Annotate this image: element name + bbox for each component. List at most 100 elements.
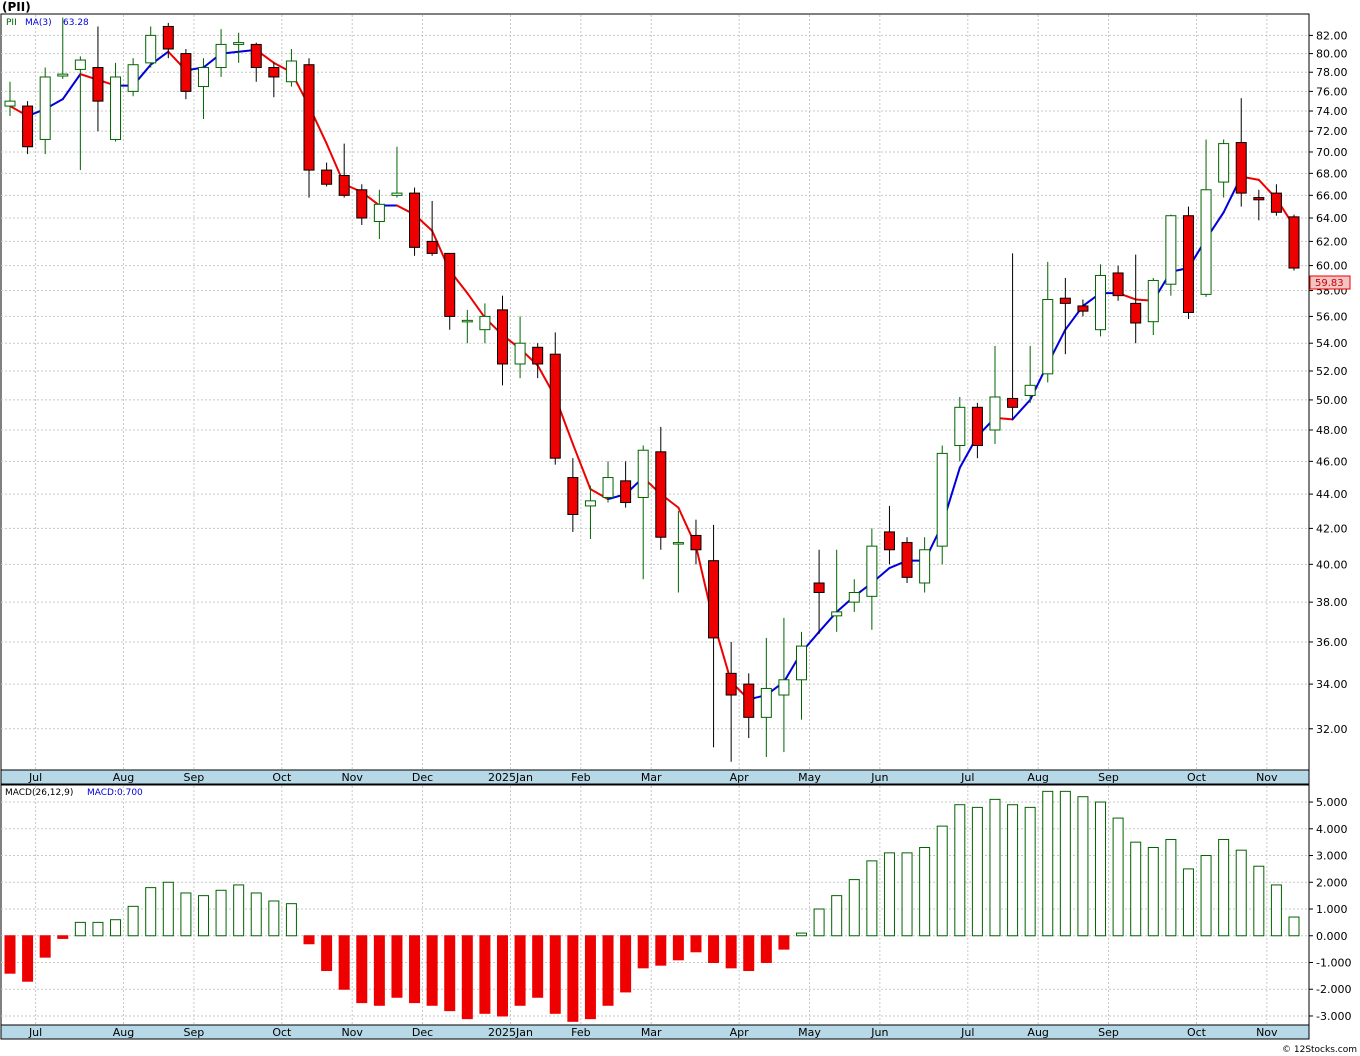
price-x-tick-label: Dec xyxy=(412,771,433,784)
price-x-tick-label: Feb xyxy=(571,771,590,784)
candle-body xyxy=(1165,215,1177,285)
macd-bar xyxy=(1059,790,1071,937)
candle xyxy=(57,17,69,79)
price-y-tick-label: 64.00 xyxy=(1316,212,1348,225)
price-y-tick-label: 62.00 xyxy=(1316,235,1348,248)
candle xyxy=(567,458,579,532)
candle-body xyxy=(971,406,983,447)
macd-bar xyxy=(22,935,34,982)
candle-body xyxy=(444,252,456,317)
candle-body xyxy=(919,549,931,584)
candle xyxy=(532,343,544,379)
candle xyxy=(866,528,878,630)
candle-body xyxy=(1270,192,1282,213)
price-y-tick-label: 40.00 xyxy=(1316,558,1348,571)
candle-body xyxy=(4,100,16,107)
macd-bar xyxy=(57,935,69,939)
candle-body xyxy=(831,611,843,617)
price-x-axis-band xyxy=(0,769,1310,785)
candle xyxy=(1147,277,1159,336)
candle xyxy=(391,146,403,198)
candle xyxy=(356,184,368,225)
macd-y-tick-label: 2.000 xyxy=(1316,876,1348,889)
candle-body xyxy=(549,353,561,459)
candle-body xyxy=(743,683,755,718)
price-x-tick-label: Jul xyxy=(960,771,974,784)
macd-bar xyxy=(1253,865,1265,937)
macd-bar xyxy=(92,921,104,937)
price-panel: 32.00 34.00 36.00 38.00 40.00 42.00 44.00 46.00… xyxy=(0,0,1351,785)
candle xyxy=(444,252,456,330)
candle-body xyxy=(1147,279,1159,323)
candle xyxy=(1095,264,1107,337)
candle-body xyxy=(180,53,192,92)
macd-bar xyxy=(655,935,667,966)
candle xyxy=(1218,139,1230,198)
candle-body xyxy=(883,531,895,551)
price-y-tick-label: 76.00 xyxy=(1316,85,1348,98)
macd-bar xyxy=(1200,855,1212,937)
price-y-tick-label: 46.00 xyxy=(1316,455,1348,468)
footer-credit: © 12Stocks.com xyxy=(1282,1045,1357,1055)
candle xyxy=(620,461,632,508)
candle-body xyxy=(426,240,438,254)
price-y-tick-label: 72.00 xyxy=(1316,125,1348,138)
candle-body xyxy=(725,672,737,696)
candle xyxy=(145,26,157,68)
candle-body xyxy=(373,203,385,222)
candle xyxy=(1112,265,1124,301)
candle-body xyxy=(813,582,825,594)
candle-body xyxy=(1042,298,1054,375)
candle xyxy=(1182,206,1194,320)
macd-bar xyxy=(936,825,948,937)
macd-y-tick-label: -3.000 xyxy=(1316,1010,1351,1023)
legend-ma-label: MA(3) xyxy=(25,18,52,28)
macd-bar xyxy=(233,884,245,937)
price-plot-frame xyxy=(0,13,1310,771)
candle xyxy=(479,303,491,344)
macd-bar xyxy=(285,903,297,937)
candle xyxy=(1024,345,1036,403)
macd-bar xyxy=(848,879,860,937)
candle xyxy=(831,549,843,632)
price-x-tick-label: Oct xyxy=(272,771,292,784)
candle-body xyxy=(690,534,702,551)
macd-x-tick-label: Jun xyxy=(870,1026,888,1039)
candle-body xyxy=(92,67,104,102)
candle xyxy=(708,524,720,748)
price-candles xyxy=(4,17,1300,762)
candle xyxy=(1059,277,1071,355)
candle-body xyxy=(321,169,333,185)
macd-legend-params: MACD(26,12,9) xyxy=(5,788,73,798)
candle xyxy=(796,631,808,720)
candle-body xyxy=(796,645,808,681)
candle xyxy=(1288,214,1300,271)
candle xyxy=(321,162,333,187)
macd-x-tick-label: Sep xyxy=(1098,1026,1119,1039)
candle xyxy=(760,637,772,757)
price-x-tick-label: Jun xyxy=(870,771,888,784)
macd-bar xyxy=(971,806,983,937)
candle-body xyxy=(127,64,139,92)
macd-bar xyxy=(743,935,755,972)
price-x-axis: Jul Aug Sep Oct Nov Dec 2025Jan Feb Mar Apr May Jun… xyxy=(28,771,1278,784)
candle-body xyxy=(391,192,403,196)
candle xyxy=(672,511,684,593)
candle xyxy=(514,316,526,379)
candle xyxy=(778,617,790,753)
ma-segment xyxy=(61,73,82,101)
candle-body xyxy=(1218,143,1230,183)
candle-body xyxy=(39,76,51,140)
macd-x-tick-label: Oct xyxy=(1187,1026,1207,1039)
candle-body xyxy=(1130,302,1142,324)
chart-title: (PII) xyxy=(2,0,31,14)
price-y-tick-label: 56.00 xyxy=(1316,310,1348,323)
macd-y-tick-label: -2.000 xyxy=(1316,983,1351,996)
macd-bar xyxy=(954,804,966,937)
candle-body xyxy=(461,319,473,323)
candle-body xyxy=(514,342,526,365)
macd-bar xyxy=(4,935,16,974)
candle xyxy=(690,519,702,565)
macd-bar xyxy=(479,935,491,1014)
